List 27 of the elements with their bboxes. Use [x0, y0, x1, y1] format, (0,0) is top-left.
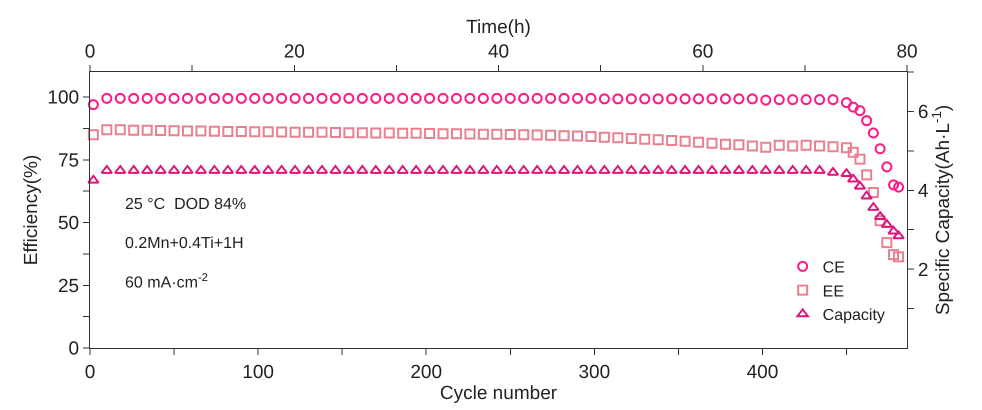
x-axis-title: Cycle number [440, 382, 558, 404]
x-tick-label: 100 [242, 362, 274, 383]
x2-tick-label: 0 [84, 41, 96, 62]
x-tick-label: 0 [84, 362, 96, 383]
legend-label: CE [822, 260, 845, 277]
y2-tick-label: 6 [918, 102, 928, 124]
x-tick-label: 400 [746, 362, 778, 383]
annotation: 25 °C DOD 84% [125, 196, 246, 213]
x2-tick-label: 80 [896, 41, 918, 62]
legend-label: EE [822, 283, 844, 300]
x2-axis-title: Time(h) [466, 17, 531, 38]
annotation: 60 mA·cm$^{-2}$ [125, 272, 208, 292]
x2-tick-label: 60 [692, 41, 714, 62]
y2-tick-label: 2 [918, 260, 928, 281]
x2-tick-label: 20 [284, 41, 305, 62]
x-tick-label: 200 [410, 362, 442, 383]
y2-tick-label: 4 [918, 180, 929, 202]
y-tick-label: 75 [58, 150, 80, 172]
y-tick-label: 0 [68, 338, 80, 360]
x2-tick-label: 40 [488, 41, 510, 62]
y-axis-title: Efficiency(%) [21, 154, 42, 266]
y-tick-label: 100 [47, 88, 80, 109]
annotation: 0.2Mn+0.4Ti+1H [125, 235, 244, 252]
y-tick-label: 50 [58, 213, 80, 234]
legend-label: Capacity [822, 307, 885, 324]
x-tick-label: 300 [578, 362, 610, 383]
y-tick-label: 25 [58, 276, 80, 297]
